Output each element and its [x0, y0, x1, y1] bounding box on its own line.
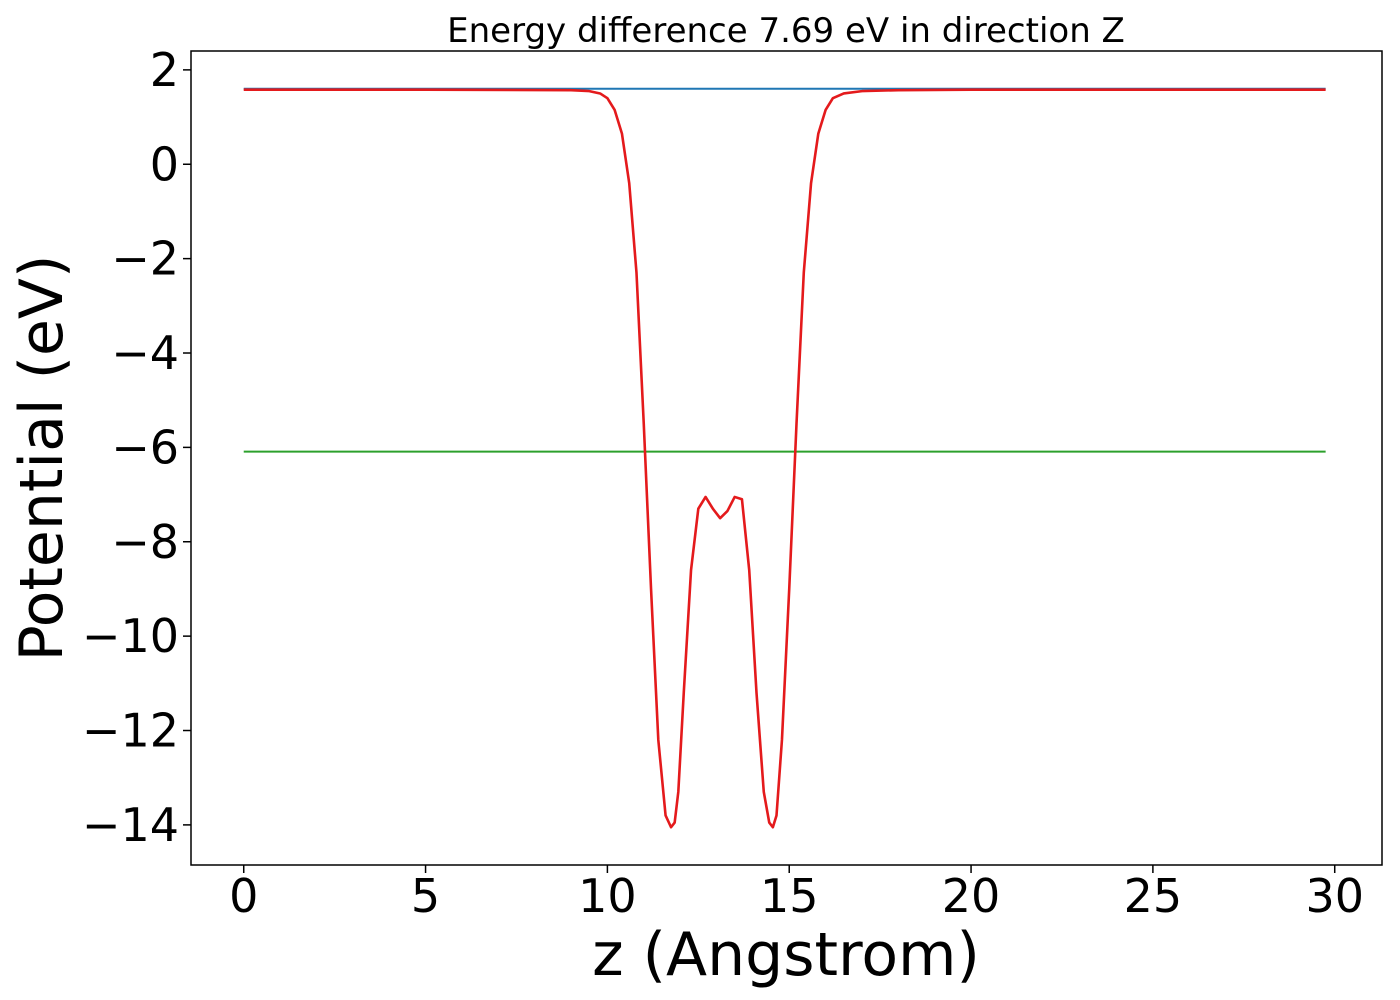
- plot-area-frame: [190, 50, 1383, 866]
- data-layer: [243, 87, 1326, 829]
- series-line-3: [243, 88, 1326, 829]
- y-tick-label: 0: [150, 137, 179, 191]
- x-tick-label: 20: [942, 869, 1001, 923]
- x-axis-label: z (Angstrom): [592, 920, 980, 990]
- x-axis: 0 5 10 15 20 25 30: [229, 865, 1364, 923]
- y-axis: 2 0 −2 −4 −6 −8 −10 −12 −14: [82, 43, 191, 852]
- y-tick-label: −10: [82, 609, 179, 663]
- y-tick-label: −4: [111, 326, 179, 380]
- x-tick-label: 25: [1124, 869, 1183, 923]
- chart-title: Energy difference 7.69 eV in direction Z: [447, 11, 1125, 51]
- y-tick-label: −8: [111, 515, 179, 569]
- x-tick-label: 0: [229, 869, 258, 923]
- y-tick-label: −2: [111, 232, 179, 286]
- y-tick-label: 2: [150, 43, 179, 97]
- x-tick-label: 5: [411, 869, 440, 923]
- y-tick-label: −14: [82, 798, 179, 852]
- y-tick-label: −12: [82, 704, 179, 758]
- y-tick-label: −6: [111, 420, 179, 474]
- x-tick-label: 10: [578, 869, 637, 923]
- x-tick-label: 30: [1305, 869, 1364, 923]
- y-axis-label: Potential (eV): [7, 255, 77, 662]
- x-tick-label: 15: [760, 869, 819, 923]
